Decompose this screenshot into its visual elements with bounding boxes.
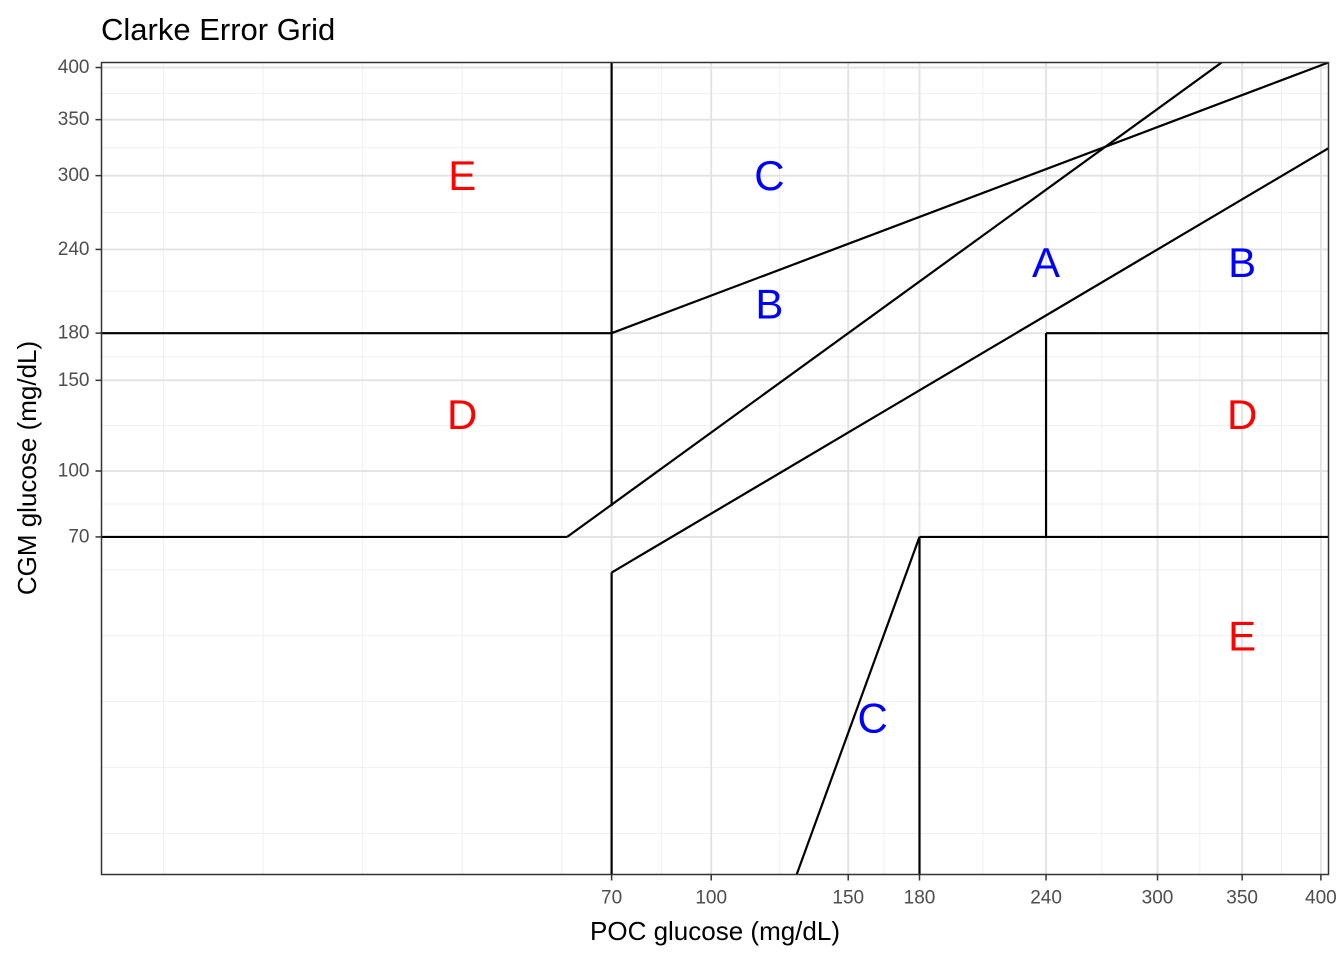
axis-ticks: 70 100 150 180 240 300 350 400 70 100 150 180 240 300… <box>58 57 1337 908</box>
zone-boundary-line-5 <box>611 147 1329 574</box>
x-tick-label: 300 <box>1142 888 1174 909</box>
zone-label-d: D <box>447 391 477 438</box>
chart-title: Clarke Error Grid <box>101 12 335 47</box>
zone-label-e: E <box>448 152 476 199</box>
x-axis-title: POC glucose (mg/dL) <box>590 916 840 946</box>
zone-label-b: B <box>1228 239 1256 286</box>
zone-boundary-line-4 <box>566 62 1224 538</box>
y-tick-label: 350 <box>58 109 90 130</box>
y-tick-label: 400 <box>58 57 90 78</box>
x-tick-label: 150 <box>832 888 864 909</box>
y-tick-label: 150 <box>58 370 90 391</box>
x-tick-label: 400 <box>1305 888 1337 909</box>
zone-boundary-line-3 <box>611 62 1329 335</box>
zone-label-c: C <box>754 152 784 199</box>
y-tick-label: 100 <box>58 461 90 482</box>
y-tick-label: 70 <box>68 526 89 547</box>
x-tick-label: 180 <box>904 888 936 909</box>
x-tick-label: 100 <box>695 888 727 909</box>
y-tick-label: 300 <box>58 165 90 186</box>
x-tick-label: 350 <box>1226 888 1258 909</box>
x-tick-label: 70 <box>601 888 622 909</box>
y-tick-label: 180 <box>58 323 90 344</box>
x-tick-label: 240 <box>1030 888 1062 909</box>
zone-label-c: C <box>858 695 888 742</box>
grid-layer <box>101 62 1329 875</box>
y-axis-title: CGM glucose (mg/dL) <box>12 341 42 595</box>
plot-panel-border <box>100 61 1330 876</box>
zone-label-b: B <box>755 280 783 327</box>
y-tick-label: 240 <box>58 239 90 260</box>
zone-labels: A B B C C D D E E <box>447 152 1257 742</box>
zone-boundary-line-11 <box>795 536 921 875</box>
boundary-lines <box>101 62 1329 875</box>
zone-label-a: A <box>1032 239 1060 286</box>
zone-label-e: E <box>1228 612 1256 659</box>
zone-label-d: D <box>1227 391 1257 438</box>
